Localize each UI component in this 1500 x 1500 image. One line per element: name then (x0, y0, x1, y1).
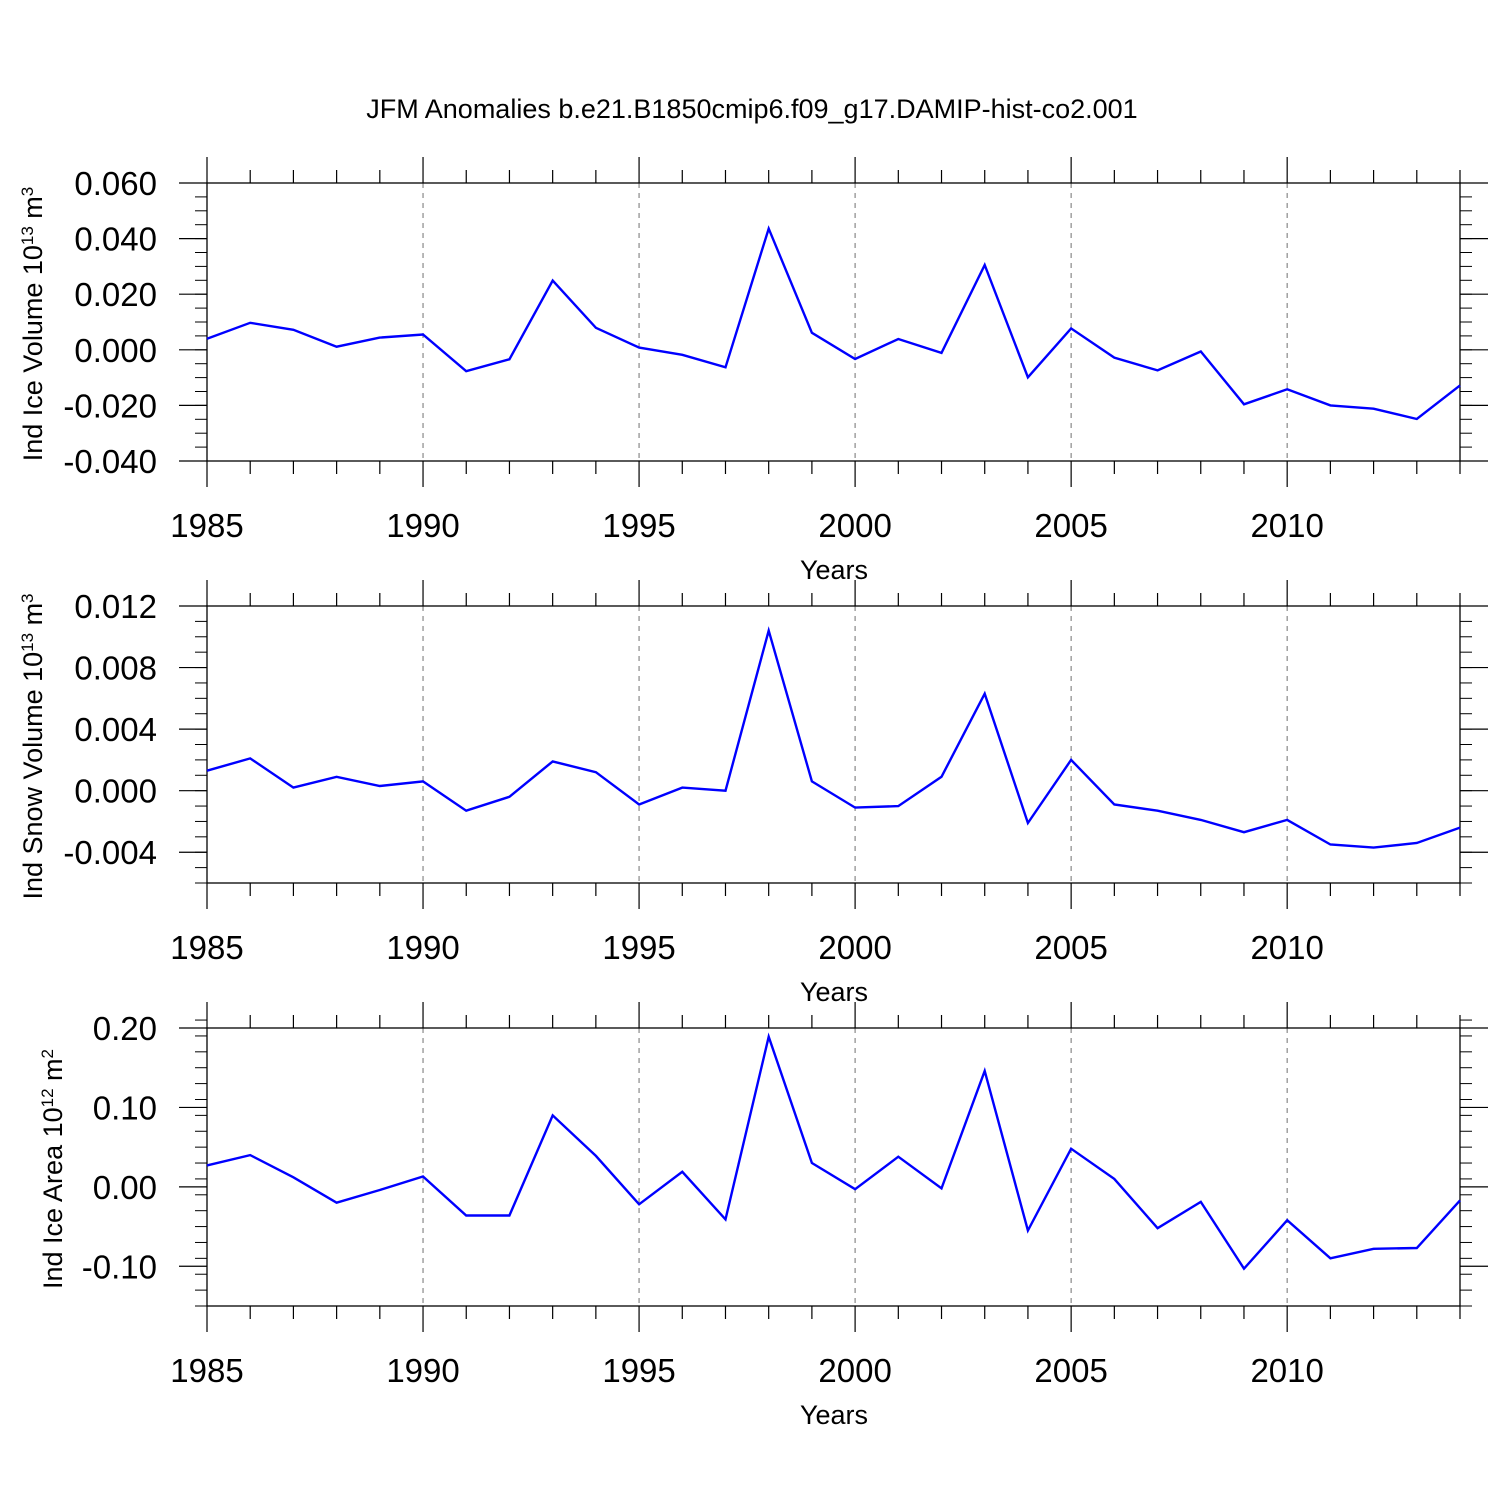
x-tick-label: 2010 (1250, 1352, 1323, 1389)
x-tick-label: 1990 (386, 507, 459, 544)
y-tick-label: 0.040 (74, 221, 157, 258)
y-axis-title: Ind Snow Volume 1013 m3 (18, 593, 48, 899)
plot-frame (206, 1027, 1461, 1307)
x-axis-title: Years (800, 555, 868, 585)
y-axis-title-part: m (18, 196, 48, 226)
x-tick-label: 2010 (1250, 507, 1323, 544)
y-axis-title-part: m (18, 603, 48, 633)
y-tick-label: -0.004 (63, 834, 157, 871)
y-axis-title-superscript: 3 (18, 593, 37, 602)
panels: -0.040 -0.020 0.000 0.020 0.040 0.060 1985 1990… (18, 157, 1488, 1430)
y-tick-label: 0.10 (93, 1089, 157, 1126)
y-axis-title-part: Ind Snow Volume 10 (18, 652, 48, 900)
x-tick-label: 2005 (1034, 929, 1107, 966)
y-tick-label: 0.020 (74, 276, 157, 313)
chart-title: JFM Anomalies b.e21.B1850cmip6.f09_g17.D… (366, 94, 1137, 124)
x-tick-label: 2010 (1250, 929, 1323, 966)
y-tick-label: 0.000 (74, 332, 157, 369)
series-line (206, 225, 1461, 421)
y-axis-title-superscript: 13 (18, 226, 37, 245)
x-tick-label: 1985 (170, 507, 243, 544)
y-tick-label: 0.20 (93, 1010, 157, 1047)
y-tick-label: 0.008 (74, 650, 157, 687)
panel-3: -0.10 0.00 0.10 0.20 1985 1990 1995 2000 2005 201… (38, 1002, 1488, 1430)
x-tick-label: 1990 (386, 929, 459, 966)
series-line (206, 1032, 1461, 1271)
y-axis-title: Ind Ice Volume 1013 m3 (18, 187, 48, 462)
y-tick-label: -0.020 (63, 387, 157, 424)
x-tick-label: 2000 (818, 507, 891, 544)
y-tick-label: 0.00 (93, 1169, 157, 1206)
panel-2: -0.004 0.000 0.004 0.008 0.012 1985 1990 1995 20… (18, 580, 1488, 1007)
y-tick-label: -0.040 (63, 443, 157, 480)
y-axis-title-part: Ind Ice Volume 10 (18, 245, 48, 461)
plot-frame (206, 182, 1461, 462)
y-tick-label: 0.004 (74, 711, 157, 748)
y-tick-label: 0.060 (74, 165, 157, 202)
x-tick-label: 1995 (602, 929, 675, 966)
x-tick-label: 2005 (1034, 507, 1107, 544)
y-tick-label: 0.000 (74, 773, 157, 810)
y-axis-title: Ind Ice Area 1012 m2 (38, 1049, 68, 1289)
series-line (206, 626, 1461, 849)
y-tick-label: 0.012 (74, 588, 157, 625)
x-tick-label: 1985 (170, 1352, 243, 1389)
y-tick-label: -0.10 (82, 1248, 157, 1285)
x-tick-label: 2000 (818, 929, 891, 966)
x-axis-title: Years (800, 1400, 868, 1430)
y-axis-title-part: m (38, 1058, 68, 1088)
y-axis-title-superscript: 3 (18, 187, 37, 196)
x-tick-label: 1990 (386, 1352, 459, 1389)
x-tick-label: 1985 (170, 929, 243, 966)
x-tick-label: 2000 (818, 1352, 891, 1389)
y-axis-title-superscript: 2 (38, 1049, 57, 1058)
plot-frame (206, 605, 1461, 884)
y-axis-title-part: Ind Ice Area 10 (38, 1107, 68, 1289)
panel-1: -0.040 -0.020 0.000 0.020 0.040 0.060 1985 1990… (18, 157, 1488, 585)
x-tick-label: 1995 (602, 1352, 675, 1389)
y-axis-title-superscript: 13 (18, 633, 37, 652)
x-axis-title: Years (800, 977, 868, 1007)
y-axis-title-superscript: 12 (38, 1088, 57, 1107)
x-tick-label: 2005 (1034, 1352, 1107, 1389)
x-tick-label: 1995 (602, 507, 675, 544)
